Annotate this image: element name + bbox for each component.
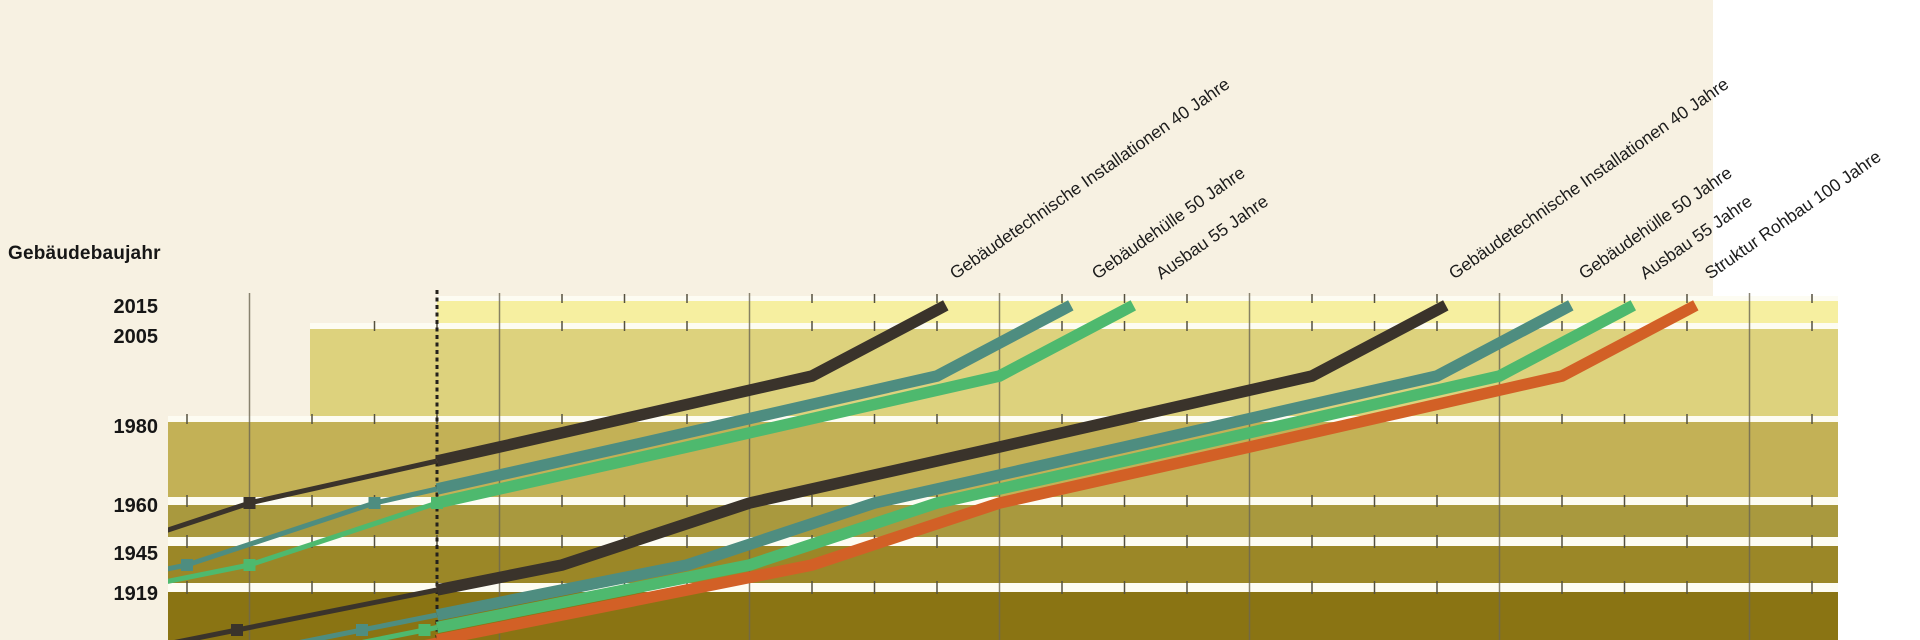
renewal-marker-ausbau-zyklus2-1919 [418,624,431,636]
series-future-installationen-zyklus1 [435,300,949,467]
cohort-band-1960 [168,505,1838,537]
y-axis-label-1945: 1945 [113,543,159,565]
renewal-marker-ausbau-zyklus1-1960 [431,497,443,509]
renewal-marker-gebaeudehuelle-zyklus2-1919 [356,624,368,636]
series-past-installationen-zyklus1 [168,458,438,533]
cohort-band-2005 [310,329,1838,416]
series-future-ausbau-zyklus1 [435,300,1137,509]
series-future-gebaeudehuelle-zyklus1 [435,300,1074,495]
renewal-marker-gebaeudehuelle-zyklus1-1945 [181,559,193,571]
cohort-band-1945 [168,546,1838,583]
y-axis-label-2015: 2015 [113,296,159,318]
series-future-ausbau-zyklus2 [435,300,1637,634]
band-gap [168,537,1838,546]
cohort-band-2015 [437,301,1838,323]
background-white-right [1838,296,1920,640]
series-future-gebaeudehuelle-zyklus2 [435,300,1574,621]
y-axis-label-1919: 1919 [113,583,159,605]
y-axis-label-2005: 2005 [113,326,159,348]
series-past-ausbau-zyklus1 [168,500,438,584]
band-gap [310,323,1838,329]
series-future-struktur-rohbau [435,300,1699,640]
series-future-installationen-zyklus2 [435,300,1449,596]
renewal-marker-installationen-zyklus2-1919 [231,624,243,636]
y-axis-label-1960: 1960 [113,495,159,517]
band-gap [168,416,1838,422]
renewal-marker-ausbau-zyklus1-1945 [243,559,256,571]
background-white-top-right [1713,0,1920,300]
y-axis-title: Gebäudebaujahr [8,243,161,264]
band-gap [168,583,1838,592]
band-gap [437,296,1838,301]
renewal-marker-installationen-zyklus1-1960 [243,497,256,509]
series-group [168,300,1699,640]
y-axis-label-1980: 1980 [113,416,159,438]
renewal-marker-gebaeudehuelle-zyklus1-1960 [368,497,381,509]
